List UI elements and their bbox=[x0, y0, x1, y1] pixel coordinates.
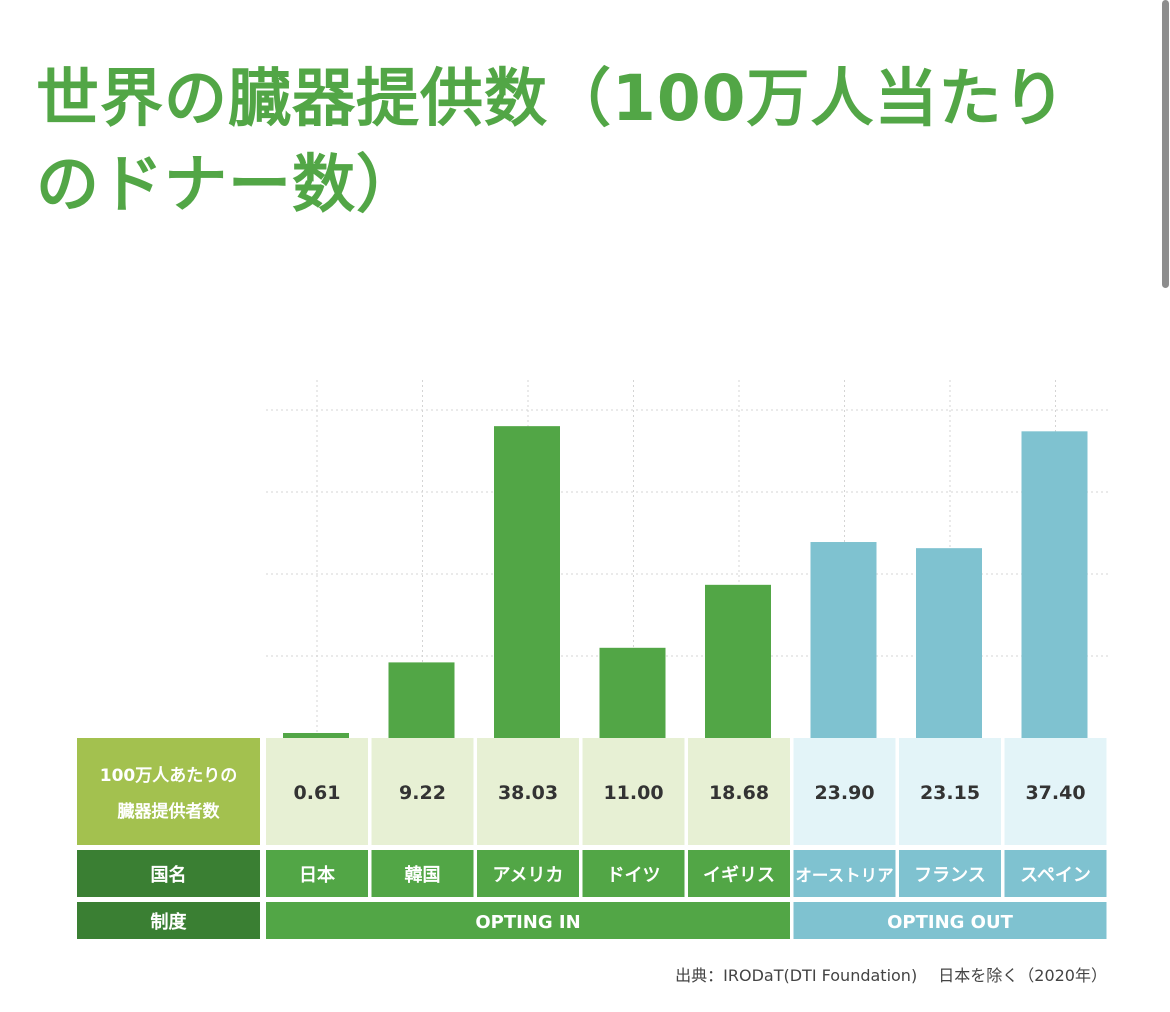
value-label-7: 23.15 bbox=[920, 782, 980, 804]
bar-3 bbox=[494, 426, 560, 738]
value-cell-6 bbox=[793, 738, 896, 845]
country-label-1: 日本 bbox=[299, 864, 335, 886]
country-label-6: オーストリア bbox=[795, 866, 893, 885]
value-label-1: 0.61 bbox=[294, 782, 341, 804]
country-cell-5 bbox=[688, 850, 790, 897]
country-label-5: イギリス bbox=[703, 865, 775, 886]
value-label-2: 9.22 bbox=[399, 782, 446, 804]
bar-4 bbox=[599, 647, 666, 738]
country-cell-2 bbox=[371, 850, 474, 897]
value-cell-7 bbox=[899, 738, 1001, 845]
value-label-5: 18.68 bbox=[709, 782, 769, 804]
page-title: 世界の臓器提供数（100万人当たりのドナー数） bbox=[36, 62, 1067, 221]
value-header-line1: 100万人あたりの bbox=[100, 766, 238, 786]
system-header-cell bbox=[77, 902, 260, 939]
country-cell-7 bbox=[899, 850, 1001, 897]
system-group-2 bbox=[793, 902, 1107, 939]
bar-5 bbox=[705, 584, 771, 738]
system-group-label-1: OPTING IN bbox=[475, 912, 580, 933]
value-label-8: 37.40 bbox=[1025, 782, 1085, 804]
value-header-line2: 臓器提供者数 bbox=[118, 801, 221, 822]
value-cell-1 bbox=[266, 738, 368, 845]
bar-2 bbox=[388, 662, 455, 738]
value-label-6: 23.90 bbox=[814, 782, 874, 804]
country-cell-4 bbox=[582, 850, 685, 897]
value-cell-4 bbox=[582, 738, 685, 845]
system-header-label: 制度 bbox=[151, 911, 188, 933]
country-cell-8 bbox=[1004, 850, 1107, 897]
value-label-4: 11.00 bbox=[603, 782, 663, 804]
value-cell-3 bbox=[477, 738, 579, 845]
country-label-4: ドイツ bbox=[607, 865, 661, 886]
bar-1 bbox=[283, 732, 349, 738]
country-header-label: 国名 bbox=[151, 864, 187, 886]
value-cell-5 bbox=[688, 738, 790, 845]
country-label-2: 韓国 bbox=[405, 864, 441, 886]
value-label-3: 38.03 bbox=[498, 782, 558, 804]
country-cell-6 bbox=[793, 850, 896, 897]
value-cell-2 bbox=[371, 738, 474, 845]
country-label-3: アメリカ bbox=[492, 865, 563, 886]
bar-8 bbox=[1021, 431, 1088, 738]
system-group-label-2: OPTING OUT bbox=[887, 912, 1013, 933]
source-note: 出典：IRODaT(DTI Foundation) 日本を除く（2020年） bbox=[675, 966, 1107, 985]
country-label-8: スペイン bbox=[1020, 865, 1091, 886]
country-label-7: フランス bbox=[914, 865, 986, 886]
bar-7 bbox=[916, 548, 982, 738]
scroll-indicator[interactable] bbox=[1162, 0, 1169, 288]
bar-6 bbox=[810, 542, 877, 738]
country-header-cell bbox=[77, 850, 260, 897]
value-cell-8 bbox=[1004, 738, 1107, 845]
system-group-1 bbox=[266, 902, 790, 939]
country-cell-1 bbox=[266, 850, 368, 897]
country-cell-3 bbox=[477, 850, 579, 897]
value-header-cell bbox=[77, 738, 260, 845]
